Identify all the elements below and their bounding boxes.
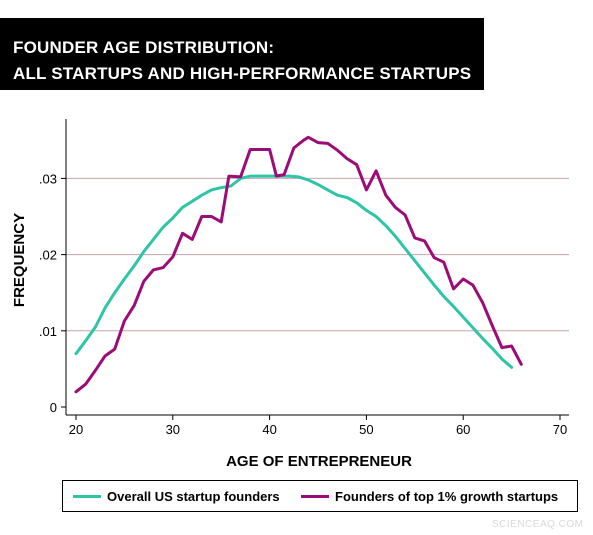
y-tick-label: .01 — [39, 324, 57, 339]
gridlines — [66, 177, 569, 332]
x-tick-label: 20 — [69, 422, 83, 437]
x-tick-label: 70 — [553, 422, 567, 437]
chart-title-line-2: ALL STARTUPS AND HIGH-PERFORMANCE STARTU… — [13, 64, 472, 83]
watermark-text: SCIENCEAQ.COM — [492, 519, 584, 530]
ticks: 0 .01 .02 .03 20 30 40 50 60 70 — [39, 171, 567, 437]
series-line-overall — [74, 174, 514, 369]
chart-title-banner: FOUNDER AGE DISTRIBUTION: ALL STARTUPS A… — [0, 18, 484, 90]
legend-item-top1: Founders of top 1% growth startups — [301, 481, 558, 511]
y-axis-title: FREQUENCY — [11, 213, 28, 307]
legend-swatch-top1 — [301, 494, 329, 498]
series-line-top1 — [74, 135, 523, 394]
axes — [65, 119, 569, 416]
chart-title-line-1: FOUNDER AGE DISTRIBUTION: — [13, 38, 275, 57]
x-tick-label: 50 — [359, 422, 373, 437]
x-tick-label: 30 — [166, 422, 180, 437]
y-tick-label: .02 — [39, 248, 57, 263]
x-axis-title: AGE OF ENTREPRENEUR — [226, 453, 412, 470]
x-tick-label: 60 — [456, 422, 470, 437]
legend: Overall US startup founders Founders of … — [62, 480, 578, 512]
legend-label-top1: Founders of top 1% growth startups — [335, 488, 559, 504]
series — [74, 135, 523, 394]
legend-swatch-overall — [73, 494, 101, 498]
legend-item-overall: Overall US startup founders — [73, 481, 280, 511]
x-tick-label: 40 — [262, 422, 276, 437]
y-tick-label: 0 — [50, 400, 57, 415]
y-tick-label: .03 — [39, 171, 57, 186]
legend-label-overall: Overall US startup founders — [107, 488, 280, 504]
